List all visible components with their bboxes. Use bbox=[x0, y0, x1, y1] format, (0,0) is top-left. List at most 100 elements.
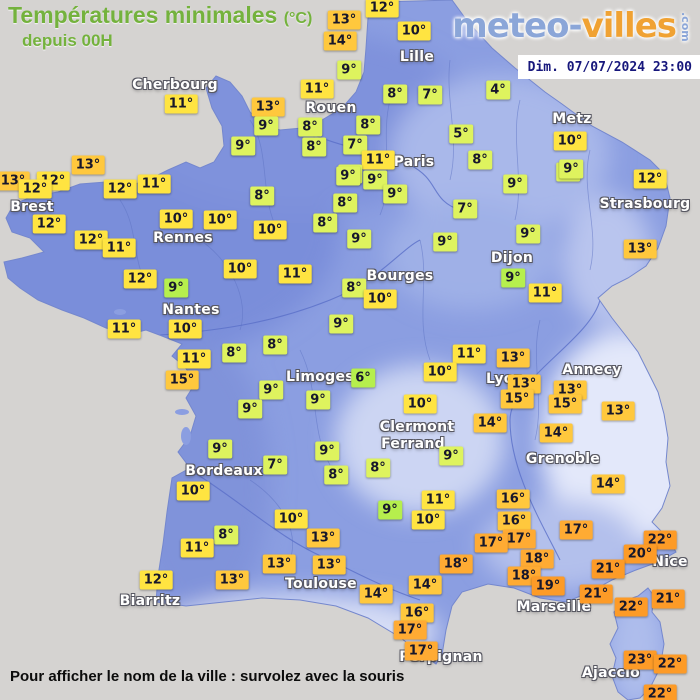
temp-badge[interactable]: 10° bbox=[159, 209, 193, 229]
temp-badge[interactable]: 11° bbox=[300, 79, 334, 99]
temp-badge[interactable]: 17° bbox=[404, 641, 438, 661]
temp-badge[interactable]: 7° bbox=[263, 455, 287, 475]
temp-badge[interactable]: 12° bbox=[633, 169, 667, 189]
temp-badge[interactable]: 9° bbox=[516, 224, 540, 244]
temp-badge[interactable]: 10° bbox=[397, 21, 431, 41]
temp-badge[interactable]: 8° bbox=[324, 465, 348, 485]
temp-badge[interactable]: 17° bbox=[502, 529, 536, 549]
temp-badge[interactable]: 22° bbox=[643, 684, 677, 700]
temp-badge[interactable]: 8° bbox=[250, 186, 274, 206]
temp-badge[interactable]: 11° bbox=[137, 174, 171, 194]
temp-badge[interactable]: 13° bbox=[306, 528, 340, 548]
temp-badge[interactable]: 12° bbox=[32, 214, 66, 234]
temp-badge[interactable]: 7° bbox=[418, 85, 442, 105]
temp-badge[interactable]: 8° bbox=[366, 458, 390, 478]
temp-badge[interactable]: 11° bbox=[164, 94, 198, 114]
temp-badge[interactable]: 9° bbox=[329, 314, 353, 334]
temp-badge[interactable]: 12° bbox=[74, 230, 108, 250]
temp-badge[interactable]: 21° bbox=[651, 589, 685, 609]
temp-badge[interactable]: 13° bbox=[623, 239, 657, 259]
temp-badge[interactable]: 13° bbox=[262, 554, 296, 574]
temp-badge[interactable]: 12° bbox=[123, 269, 157, 289]
temp-badge[interactable]: 13° bbox=[71, 155, 105, 175]
temp-badge[interactable]: 13° bbox=[601, 401, 635, 421]
temp-badge[interactable]: 9° bbox=[383, 184, 407, 204]
temp-badge[interactable]: 9° bbox=[559, 159, 583, 179]
temp-badge[interactable]: 15° bbox=[548, 394, 582, 414]
temp-badge[interactable]: 12° bbox=[18, 179, 52, 199]
temp-badge[interactable]: 13° bbox=[496, 348, 530, 368]
temp-badge[interactable]: 12° bbox=[103, 179, 137, 199]
temp-badge[interactable]: 10° bbox=[363, 289, 397, 309]
temp-badge[interactable]: 23° bbox=[623, 650, 657, 670]
temp-badge[interactable]: 11° bbox=[102, 238, 136, 258]
temp-badge[interactable]: 17° bbox=[559, 520, 593, 540]
temp-badge[interactable]: 10° bbox=[176, 481, 210, 501]
temp-badge[interactable]: 16° bbox=[496, 489, 530, 509]
temp-badge[interactable]: 9° bbox=[336, 166, 360, 186]
temp-badge[interactable]: 17° bbox=[474, 533, 508, 553]
temp-badge[interactable]: 11° bbox=[421, 490, 455, 510]
temp-badge[interactable]: 10° bbox=[423, 362, 457, 382]
temp-badge[interactable]: 21° bbox=[579, 584, 613, 604]
temp-badge[interactable]: 9° bbox=[363, 170, 387, 190]
temp-badge[interactable]: 9° bbox=[231, 136, 255, 156]
temp-badge[interactable]: 10° bbox=[274, 509, 308, 529]
temp-badge[interactable]: 5° bbox=[449, 124, 473, 144]
temp-badge[interactable]: 8° bbox=[468, 150, 492, 170]
temp-badge[interactable]: 6° bbox=[351, 368, 375, 388]
temp-badge[interactable]: 11° bbox=[452, 344, 486, 364]
temp-badge[interactable]: 7° bbox=[343, 135, 367, 155]
temp-badge[interactable]: 14° bbox=[591, 474, 625, 494]
temp-badge[interactable]: 10° bbox=[168, 319, 202, 339]
temp-badge[interactable]: 16° bbox=[400, 603, 434, 623]
temp-badge[interactable]: 9° bbox=[501, 268, 525, 288]
temp-badge[interactable]: 21° bbox=[591, 559, 625, 579]
temp-badge[interactable]: 18° bbox=[439, 554, 473, 574]
temp-badge[interactable]: 12° bbox=[365, 0, 399, 18]
temp-badge[interactable]: 10° bbox=[553, 131, 587, 151]
temp-badge[interactable]: 8° bbox=[263, 335, 287, 355]
temp-badge[interactable]: 10° bbox=[203, 210, 237, 230]
temp-badge[interactable]: 14° bbox=[539, 423, 573, 443]
temp-badge[interactable]: 8° bbox=[383, 84, 407, 104]
temp-badge[interactable]: 9° bbox=[503, 174, 527, 194]
temp-badge[interactable]: 9° bbox=[347, 229, 371, 249]
temp-badge[interactable]: 22° bbox=[614, 597, 648, 617]
temp-badge[interactable]: 8° bbox=[298, 117, 322, 137]
temp-badge[interactable]: 16° bbox=[497, 511, 531, 531]
temp-badge[interactable]: 11° bbox=[278, 264, 312, 284]
temp-badge[interactable]: 10° bbox=[253, 220, 287, 240]
temp-badge[interactable]: 14° bbox=[359, 584, 393, 604]
temp-badge[interactable]: 14° bbox=[323, 31, 357, 51]
temp-badge[interactable]: 9° bbox=[208, 439, 232, 459]
temp-badge[interactable]: 18° bbox=[520, 549, 554, 569]
temp-badge[interactable]: 8° bbox=[333, 193, 357, 213]
temp-badge[interactable]: 12° bbox=[139, 570, 173, 590]
temp-badge[interactable]: 7° bbox=[453, 199, 477, 219]
temp-badge[interactable]: 13° bbox=[251, 97, 285, 117]
temp-badge[interactable]: 11° bbox=[180, 538, 214, 558]
temp-badge[interactable]: 9° bbox=[337, 60, 361, 80]
temp-badge[interactable]: 10° bbox=[411, 510, 445, 530]
temp-badge[interactable]: 11° bbox=[177, 349, 211, 369]
temp-badge[interactable]: 9° bbox=[433, 232, 457, 252]
temp-badge[interactable]: 8° bbox=[214, 525, 238, 545]
temp-badge[interactable]: 9° bbox=[259, 380, 283, 400]
temp-badge[interactable]: 8° bbox=[302, 137, 326, 157]
temp-badge[interactable]: 22° bbox=[653, 654, 687, 674]
temp-badge[interactable]: 15° bbox=[500, 389, 534, 409]
temp-badge[interactable]: 8° bbox=[313, 213, 337, 233]
temp-badge[interactable]: 10° bbox=[403, 394, 437, 414]
temp-badge[interactable]: 9° bbox=[238, 399, 262, 419]
temp-badge[interactable]: 13° bbox=[312, 555, 346, 575]
temp-badge[interactable]: 10° bbox=[223, 259, 257, 279]
temp-badge[interactable]: 20° bbox=[623, 544, 657, 564]
temp-badge[interactable]: 11° bbox=[528, 283, 562, 303]
temp-badge[interactable]: 8° bbox=[342, 278, 366, 298]
temp-badge[interactable]: 11° bbox=[107, 319, 141, 339]
temp-badge[interactable]: 22° bbox=[643, 530, 677, 550]
temp-badge[interactable]: 13° bbox=[327, 10, 361, 30]
temp-badge[interactable]: 17° bbox=[393, 620, 427, 640]
temp-badge[interactable]: 15° bbox=[165, 370, 199, 390]
